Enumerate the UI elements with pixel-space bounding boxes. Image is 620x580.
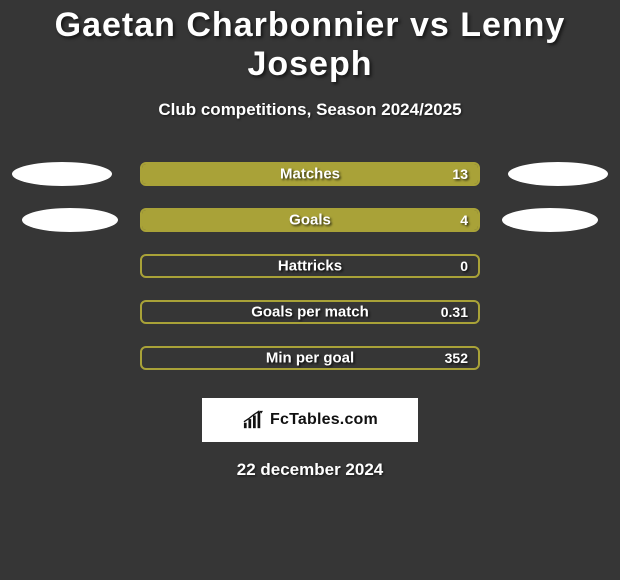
stat-bar: Hattricks0 (140, 254, 480, 278)
stat-value: 0.31 (441, 304, 468, 320)
date-text: 22 december 2024 (0, 460, 620, 480)
stat-label: Hattricks (142, 258, 478, 275)
right-marker (502, 208, 598, 232)
stat-value: 0 (460, 258, 468, 274)
chart-icon (242, 410, 264, 430)
stat-row: Min per goal352 (0, 346, 620, 370)
left-marker (12, 162, 112, 186)
stat-row: Matches13 (0, 162, 620, 186)
stat-row: Goals per match0.31 (0, 300, 620, 324)
stat-bar: Goals4 (140, 208, 480, 232)
stat-bar: Matches13 (140, 162, 480, 186)
stat-bar: Min per goal352 (140, 346, 480, 370)
stat-label: Goals per match (142, 304, 478, 321)
stat-bar-fill (142, 164, 478, 184)
page-title: Gaetan Charbonnier vs Lenny Joseph (0, 6, 620, 84)
page-subtitle: Club competitions, Season 2024/2025 (0, 100, 620, 120)
stat-value: 352 (445, 350, 468, 366)
stat-row: Goals4 (0, 208, 620, 232)
stat-bar-fill (142, 210, 478, 230)
logo-box: FcTables.com (202, 398, 418, 442)
stat-rows: Matches13 Goals4 Hattricks0 Goals per match… (0, 162, 620, 370)
comparison-card: Gaetan Charbonnier vs Lenny Joseph Club … (0, 0, 620, 580)
stat-bar: Goals per match0.31 (140, 300, 480, 324)
left-marker (22, 208, 118, 232)
stat-label: Min per goal (142, 350, 478, 367)
right-marker (508, 162, 608, 186)
logo-text: FcTables.com (270, 411, 378, 429)
stat-row: Hattricks0 (0, 254, 620, 278)
